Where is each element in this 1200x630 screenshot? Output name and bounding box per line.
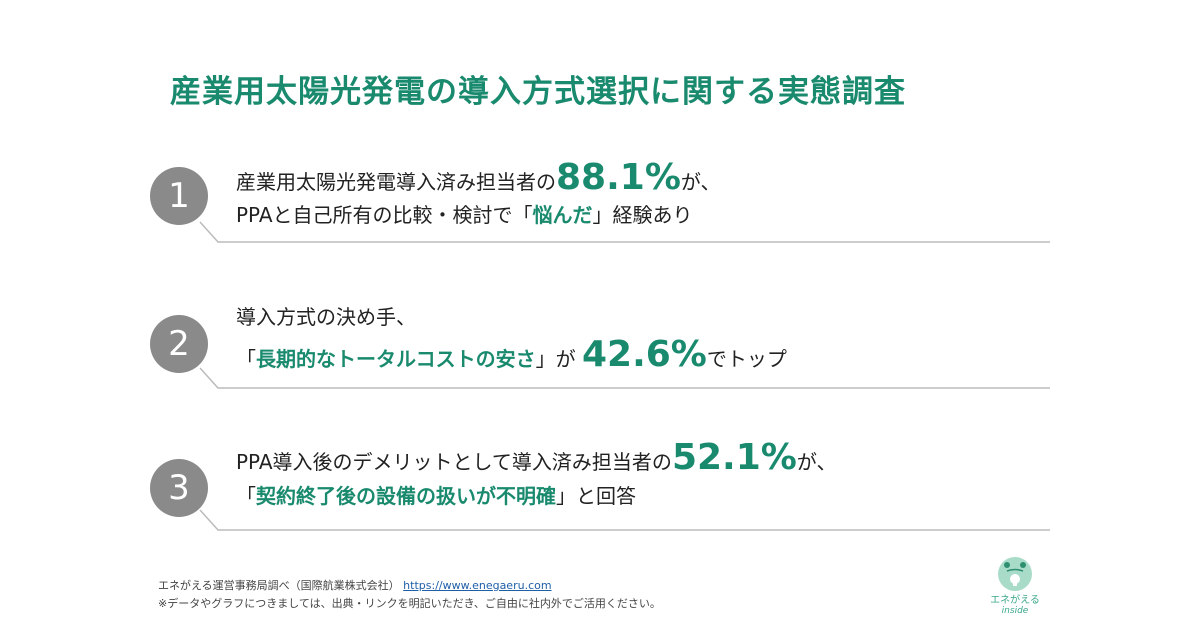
finding-line2: 「長期的なトータルコストの安さ」が 42.6%でトップ bbox=[236, 334, 787, 375]
number-badge: 3 bbox=[150, 459, 208, 517]
number-badge: 1 bbox=[150, 167, 208, 225]
connector-3 bbox=[199, 509, 1050, 531]
finding-line1: PPA導入後のデメリットとして導入済み担当者の52.1%が、 bbox=[236, 437, 837, 478]
finding-line2: PPAと自己所有の比較・検討で「悩んだ」経験あり bbox=[236, 203, 693, 227]
highlight-percent: 52.1% bbox=[671, 437, 797, 478]
logo-frog-icon bbox=[998, 557, 1032, 591]
finding-line2: 「契約終了後の設備の扱いが不明確」と回答 bbox=[236, 484, 636, 508]
page-title: 産業用太陽光発電の導入方式選択に関する実態調査 bbox=[170, 74, 906, 110]
source-credit: エネがえる運営事務局調べ（国際航業株式会社） https://www.enega… bbox=[158, 579, 552, 592]
finding-line1: 産業用太陽光発電導入済み担当者の88.1%が、 bbox=[236, 157, 721, 198]
finding-1: 1 産業用太陽光発電導入済み担当者の88.1%が、 PPAと自己所有の比較・検討… bbox=[0, 0, 1200, 225]
number-badge: 2 bbox=[150, 315, 208, 373]
finding-2: 2 導入方式の決め手、 「長期的なトータルコストの安さ」が 42.6%でトップ bbox=[0, 0, 1200, 373]
finding-line1: 導入方式の決め手、 bbox=[236, 305, 416, 329]
highlight-percent: 88.1% bbox=[556, 157, 681, 198]
finding-3: 3 PPA導入後のデメリットとして導入済み担当者の52.1%が、 「契約終了後の… bbox=[0, 0, 1200, 517]
connector-1 bbox=[199, 221, 1050, 243]
enegaeru-logo: エネがえる inside bbox=[990, 557, 1040, 616]
logo-name: エネがえる bbox=[990, 595, 1040, 606]
usage-note: ※データやグラフにつきましては、出典・リンクを明記いただき、ご自由に社内外でご活… bbox=[158, 597, 661, 610]
source-link[interactable]: https://www.enegaeru.com bbox=[403, 579, 552, 592]
logo-sub: inside bbox=[1001, 606, 1029, 616]
connector-2 bbox=[199, 367, 1050, 389]
highlight-percent: 42.6% bbox=[581, 334, 707, 375]
